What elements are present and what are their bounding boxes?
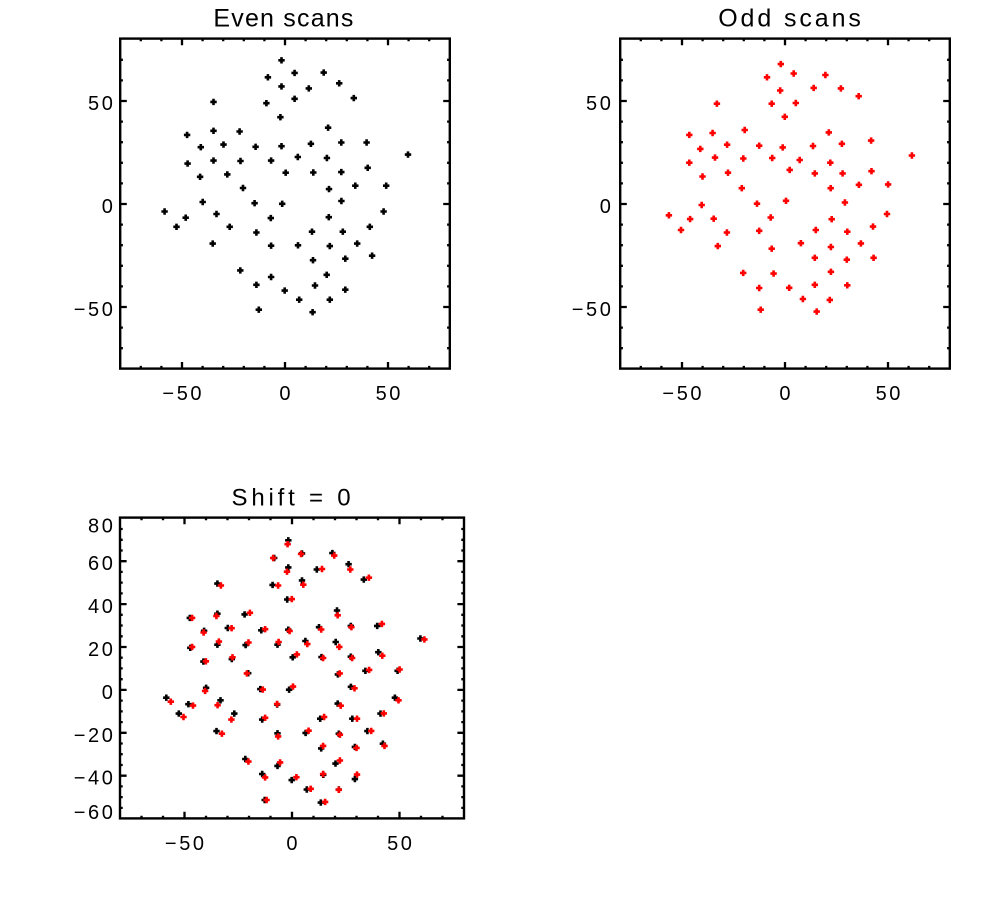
svg-text:−20: −20 — [74, 725, 116, 747]
svg-text:0: 0 — [102, 682, 116, 704]
svg-text:50: 50 — [376, 383, 403, 405]
svg-text:−40: −40 — [74, 768, 116, 790]
svg-text:50: 50 — [88, 93, 115, 115]
svg-text:0: 0 — [779, 383, 793, 405]
svg-text:50: 50 — [876, 383, 903, 405]
svg-text:−50: −50 — [572, 299, 614, 321]
svg-text:Shift = 0: Shift = 0 — [232, 485, 355, 512]
svg-text:0: 0 — [279, 383, 293, 405]
svg-text:40: 40 — [88, 596, 115, 618]
svg-text:20: 20 — [88, 639, 115, 661]
svg-text:−60: −60 — [74, 802, 116, 824]
svg-text:80: 80 — [88, 516, 115, 538]
svg-text:50: 50 — [387, 833, 414, 855]
svg-text:Even scans: Even scans — [213, 5, 354, 33]
svg-text:−50: −50 — [74, 299, 116, 321]
svg-text:0: 0 — [102, 196, 116, 218]
svg-text:50: 50 — [586, 93, 613, 115]
svg-text:0: 0 — [286, 833, 300, 855]
svg-text:−50: −50 — [662, 383, 704, 405]
svg-text:Odd scans: Odd scans — [718, 5, 864, 33]
svg-text:−50: −50 — [165, 833, 207, 855]
svg-text:60: 60 — [88, 553, 115, 575]
svg-text:−50: −50 — [162, 383, 204, 405]
svg-text:0: 0 — [600, 196, 614, 218]
